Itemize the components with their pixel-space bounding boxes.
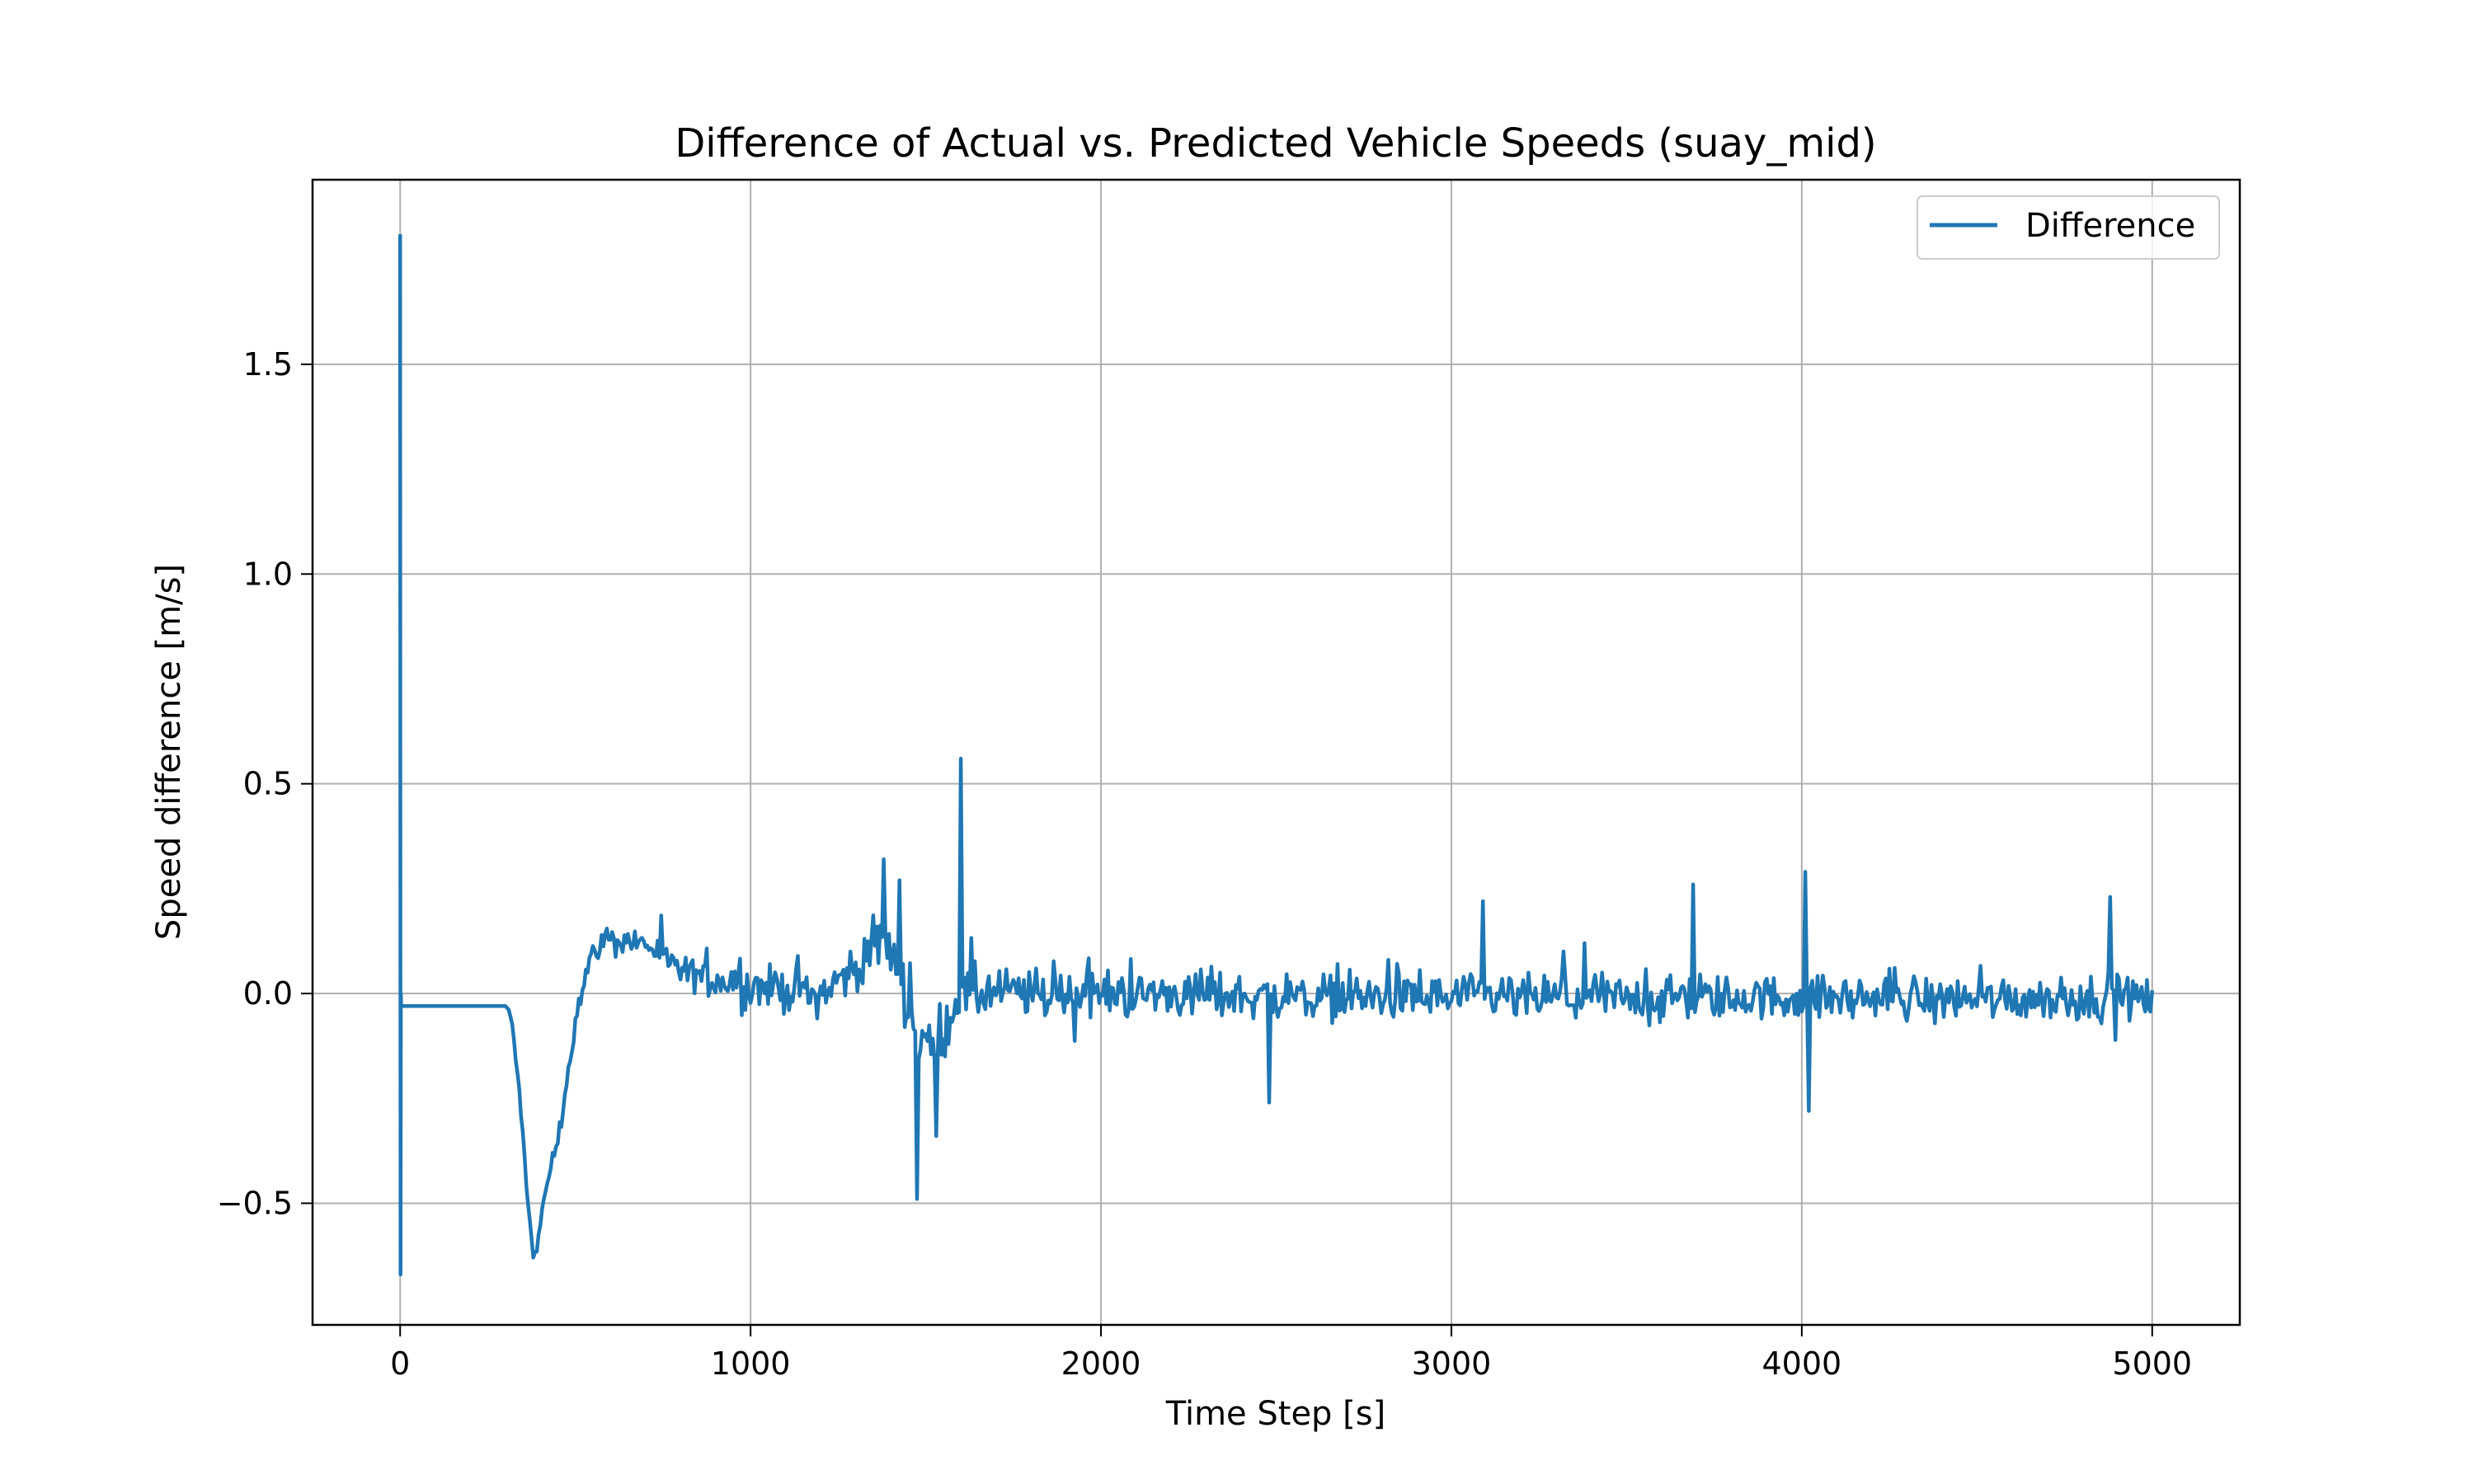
- y-tick-label: 0.0: [243, 975, 293, 1012]
- x-tick-label: 4000: [1762, 1345, 1842, 1382]
- x-tick-label: 1000: [711, 1345, 791, 1382]
- x-tick-label: 2000: [1061, 1345, 1141, 1382]
- series-line-difference: [397, 234, 2155, 1277]
- axis-ticks: 0 1000 2000 3000 4000 5000 −0.5 0.0 0.5 1.0 1.5: [217, 346, 2192, 1382]
- y-axis-label: Speed difference [m/s]: [150, 564, 188, 940]
- grid-lines: [313, 180, 2240, 1325]
- legend-label-difference: Difference: [2025, 207, 2195, 245]
- x-tick-label: 5000: [2112, 1345, 2192, 1382]
- series-layer: [397, 234, 2155, 1277]
- x-axis-label: Time Step [s]: [1165, 1395, 1385, 1433]
- x-tick-label: 3000: [1412, 1345, 1492, 1382]
- y-tick-label: 0.5: [243, 766, 293, 802]
- chart-title: Difference of Actual vs. Predicted Vehic…: [675, 120, 1876, 167]
- plot-frame: [311, 178, 2241, 1327]
- y-tick-label: 1.0: [243, 556, 293, 592]
- x-tick-label: 0: [390, 1345, 410, 1382]
- legend-box: [1917, 195, 2220, 260]
- y-tick-label: −0.5: [217, 1185, 293, 1221]
- y-tick-label: 1.5: [243, 346, 293, 383]
- legend: Difference: [1917, 195, 2220, 260]
